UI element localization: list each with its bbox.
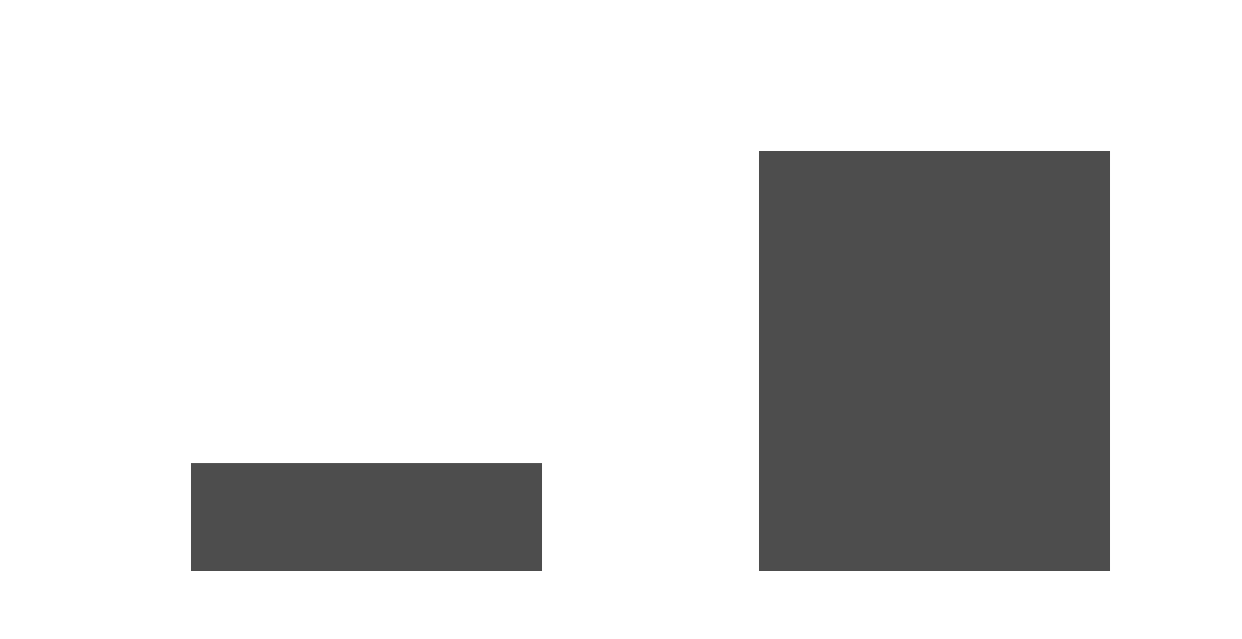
- bar: [190, 463, 543, 571]
- bar: [758, 151, 1111, 571]
